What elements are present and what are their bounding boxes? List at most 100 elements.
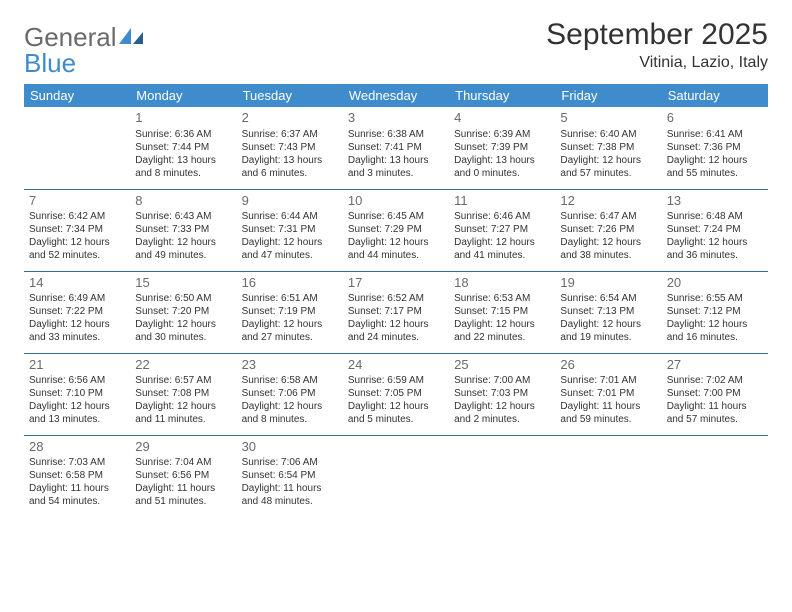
day-cell: 15Sunrise: 6:50 AMSunset: 7:20 PMDayligh… bbox=[130, 271, 236, 353]
day-cell: 17Sunrise: 6:52 AMSunset: 7:17 PMDayligh… bbox=[343, 271, 449, 353]
day-day1: Daylight: 12 hours bbox=[560, 318, 656, 331]
day-number: 8 bbox=[135, 193, 231, 210]
weekday-header: Saturday bbox=[662, 84, 768, 107]
day-day1: Daylight: 13 hours bbox=[242, 154, 338, 167]
day-sunrise: Sunrise: 7:03 AM bbox=[29, 456, 125, 469]
day-sunrise: Sunrise: 6:56 AM bbox=[29, 374, 125, 387]
day-day1: Daylight: 12 hours bbox=[135, 236, 231, 249]
day-sunrise: Sunrise: 6:44 AM bbox=[242, 210, 338, 223]
day-sunrise: Sunrise: 6:50 AM bbox=[135, 292, 231, 305]
day-day1: Daylight: 12 hours bbox=[135, 400, 231, 413]
day-sunrise: Sunrise: 6:57 AM bbox=[135, 374, 231, 387]
day-number: 14 bbox=[29, 275, 125, 292]
day-cell: 4Sunrise: 6:39 AMSunset: 7:39 PMDaylight… bbox=[449, 107, 555, 189]
day-sunrise: Sunrise: 6:36 AM bbox=[135, 128, 231, 141]
day-sunrise: Sunrise: 6:38 AM bbox=[348, 128, 444, 141]
day-day1: Daylight: 12 hours bbox=[242, 400, 338, 413]
day-sunset: Sunset: 7:01 PM bbox=[560, 387, 656, 400]
day-day1: Daylight: 12 hours bbox=[242, 318, 338, 331]
day-day2: and 27 minutes. bbox=[242, 331, 338, 344]
day-sunrise: Sunrise: 7:00 AM bbox=[454, 374, 550, 387]
day-day1: Daylight: 12 hours bbox=[348, 400, 444, 413]
day-number: 18 bbox=[454, 275, 550, 292]
day-sunset: Sunset: 7:34 PM bbox=[29, 223, 125, 236]
day-sunset: Sunset: 7:31 PM bbox=[242, 223, 338, 236]
day-sunrise: Sunrise: 6:39 AM bbox=[454, 128, 550, 141]
day-cell: 19Sunrise: 6:54 AMSunset: 7:13 PMDayligh… bbox=[555, 271, 661, 353]
day-sunrise: Sunrise: 6:58 AM bbox=[242, 374, 338, 387]
day-number: 3 bbox=[348, 110, 444, 127]
day-number: 11 bbox=[454, 193, 550, 210]
day-sunset: Sunset: 6:54 PM bbox=[242, 469, 338, 482]
day-sunrise: Sunrise: 6:45 AM bbox=[348, 210, 444, 223]
day-sunrise: Sunrise: 6:54 AM bbox=[560, 292, 656, 305]
day-day2: and 16 minutes. bbox=[667, 331, 763, 344]
weekday-header: Sunday bbox=[24, 84, 130, 107]
day-number: 28 bbox=[29, 439, 125, 456]
day-number: 16 bbox=[242, 275, 338, 292]
day-number: 25 bbox=[454, 357, 550, 374]
day-sunrise: Sunrise: 6:40 AM bbox=[560, 128, 656, 141]
day-cell: 10Sunrise: 6:45 AMSunset: 7:29 PMDayligh… bbox=[343, 189, 449, 271]
day-day1: Daylight: 11 hours bbox=[560, 400, 656, 413]
day-day2: and 2 minutes. bbox=[454, 413, 550, 426]
day-sunset: Sunset: 7:43 PM bbox=[242, 141, 338, 154]
day-number: 24 bbox=[348, 357, 444, 374]
day-sunset: Sunset: 7:29 PM bbox=[348, 223, 444, 236]
day-cell: 28Sunrise: 7:03 AMSunset: 6:58 PMDayligh… bbox=[24, 435, 130, 517]
day-sunset: Sunset: 7:06 PM bbox=[242, 387, 338, 400]
calendar-row: 1Sunrise: 6:36 AMSunset: 7:44 PMDaylight… bbox=[24, 107, 768, 189]
day-day1: Daylight: 13 hours bbox=[454, 154, 550, 167]
day-sunset: Sunset: 7:00 PM bbox=[667, 387, 763, 400]
day-number: 12 bbox=[560, 193, 656, 210]
day-cell: 30Sunrise: 7:06 AMSunset: 6:54 PMDayligh… bbox=[237, 435, 343, 517]
day-day2: and 48 minutes. bbox=[242, 495, 338, 508]
day-number: 30 bbox=[242, 439, 338, 456]
day-sunset: Sunset: 7:44 PM bbox=[135, 141, 231, 154]
day-cell: 2Sunrise: 6:37 AMSunset: 7:43 PMDaylight… bbox=[237, 107, 343, 189]
day-day2: and 52 minutes. bbox=[29, 249, 125, 262]
day-sunrise: Sunrise: 6:55 AM bbox=[667, 292, 763, 305]
day-day2: and 57 minutes. bbox=[560, 167, 656, 180]
day-sunset: Sunset: 7:10 PM bbox=[29, 387, 125, 400]
day-number: 5 bbox=[560, 110, 656, 127]
day-sunset: Sunset: 7:27 PM bbox=[454, 223, 550, 236]
calendar-row: 14Sunrise: 6:49 AMSunset: 7:22 PMDayligh… bbox=[24, 271, 768, 353]
day-day1: Daylight: 11 hours bbox=[29, 482, 125, 495]
day-cell: 14Sunrise: 6:49 AMSunset: 7:22 PMDayligh… bbox=[24, 271, 130, 353]
day-day2: and 57 minutes. bbox=[667, 413, 763, 426]
day-sunrise: Sunrise: 6:37 AM bbox=[242, 128, 338, 141]
day-day2: and 30 minutes. bbox=[135, 331, 231, 344]
day-number: 9 bbox=[242, 193, 338, 210]
day-sunrise: Sunrise: 6:43 AM bbox=[135, 210, 231, 223]
day-day2: and 19 minutes. bbox=[560, 331, 656, 344]
day-sunrise: Sunrise: 6:46 AM bbox=[454, 210, 550, 223]
day-sunrise: Sunrise: 7:02 AM bbox=[667, 374, 763, 387]
empty-cell bbox=[343, 435, 449, 517]
day-day1: Daylight: 12 hours bbox=[29, 318, 125, 331]
day-number: 4 bbox=[454, 110, 550, 127]
day-day1: Daylight: 12 hours bbox=[348, 236, 444, 249]
day-cell: 5Sunrise: 6:40 AMSunset: 7:38 PMDaylight… bbox=[555, 107, 661, 189]
day-number: 26 bbox=[560, 357, 656, 374]
weekday-header: Tuesday bbox=[237, 84, 343, 107]
calendar-page: General Blue September 2025 Vitinia, Laz… bbox=[0, 0, 792, 612]
day-day2: and 41 minutes. bbox=[454, 249, 550, 262]
day-sunset: Sunset: 7:19 PM bbox=[242, 305, 338, 318]
day-day1: Daylight: 12 hours bbox=[560, 236, 656, 249]
calendar-body: 1Sunrise: 6:36 AMSunset: 7:44 PMDaylight… bbox=[24, 107, 768, 517]
calendar-row: 7Sunrise: 6:42 AMSunset: 7:34 PMDaylight… bbox=[24, 189, 768, 271]
day-day1: Daylight: 12 hours bbox=[667, 236, 763, 249]
day-sunset: Sunset: 7:39 PM bbox=[454, 141, 550, 154]
day-cell: 12Sunrise: 6:47 AMSunset: 7:26 PMDayligh… bbox=[555, 189, 661, 271]
day-day1: Daylight: 12 hours bbox=[454, 236, 550, 249]
day-cell: 7Sunrise: 6:42 AMSunset: 7:34 PMDaylight… bbox=[24, 189, 130, 271]
day-sunset: Sunset: 7:36 PM bbox=[667, 141, 763, 154]
day-cell: 3Sunrise: 6:38 AMSunset: 7:41 PMDaylight… bbox=[343, 107, 449, 189]
day-cell: 23Sunrise: 6:58 AMSunset: 7:06 PMDayligh… bbox=[237, 353, 343, 435]
logo-word2: Blue bbox=[24, 50, 145, 76]
day-day1: Daylight: 13 hours bbox=[348, 154, 444, 167]
day-sunset: Sunset: 7:08 PM bbox=[135, 387, 231, 400]
day-sunset: Sunset: 7:33 PM bbox=[135, 223, 231, 236]
day-sunset: Sunset: 7:12 PM bbox=[667, 305, 763, 318]
